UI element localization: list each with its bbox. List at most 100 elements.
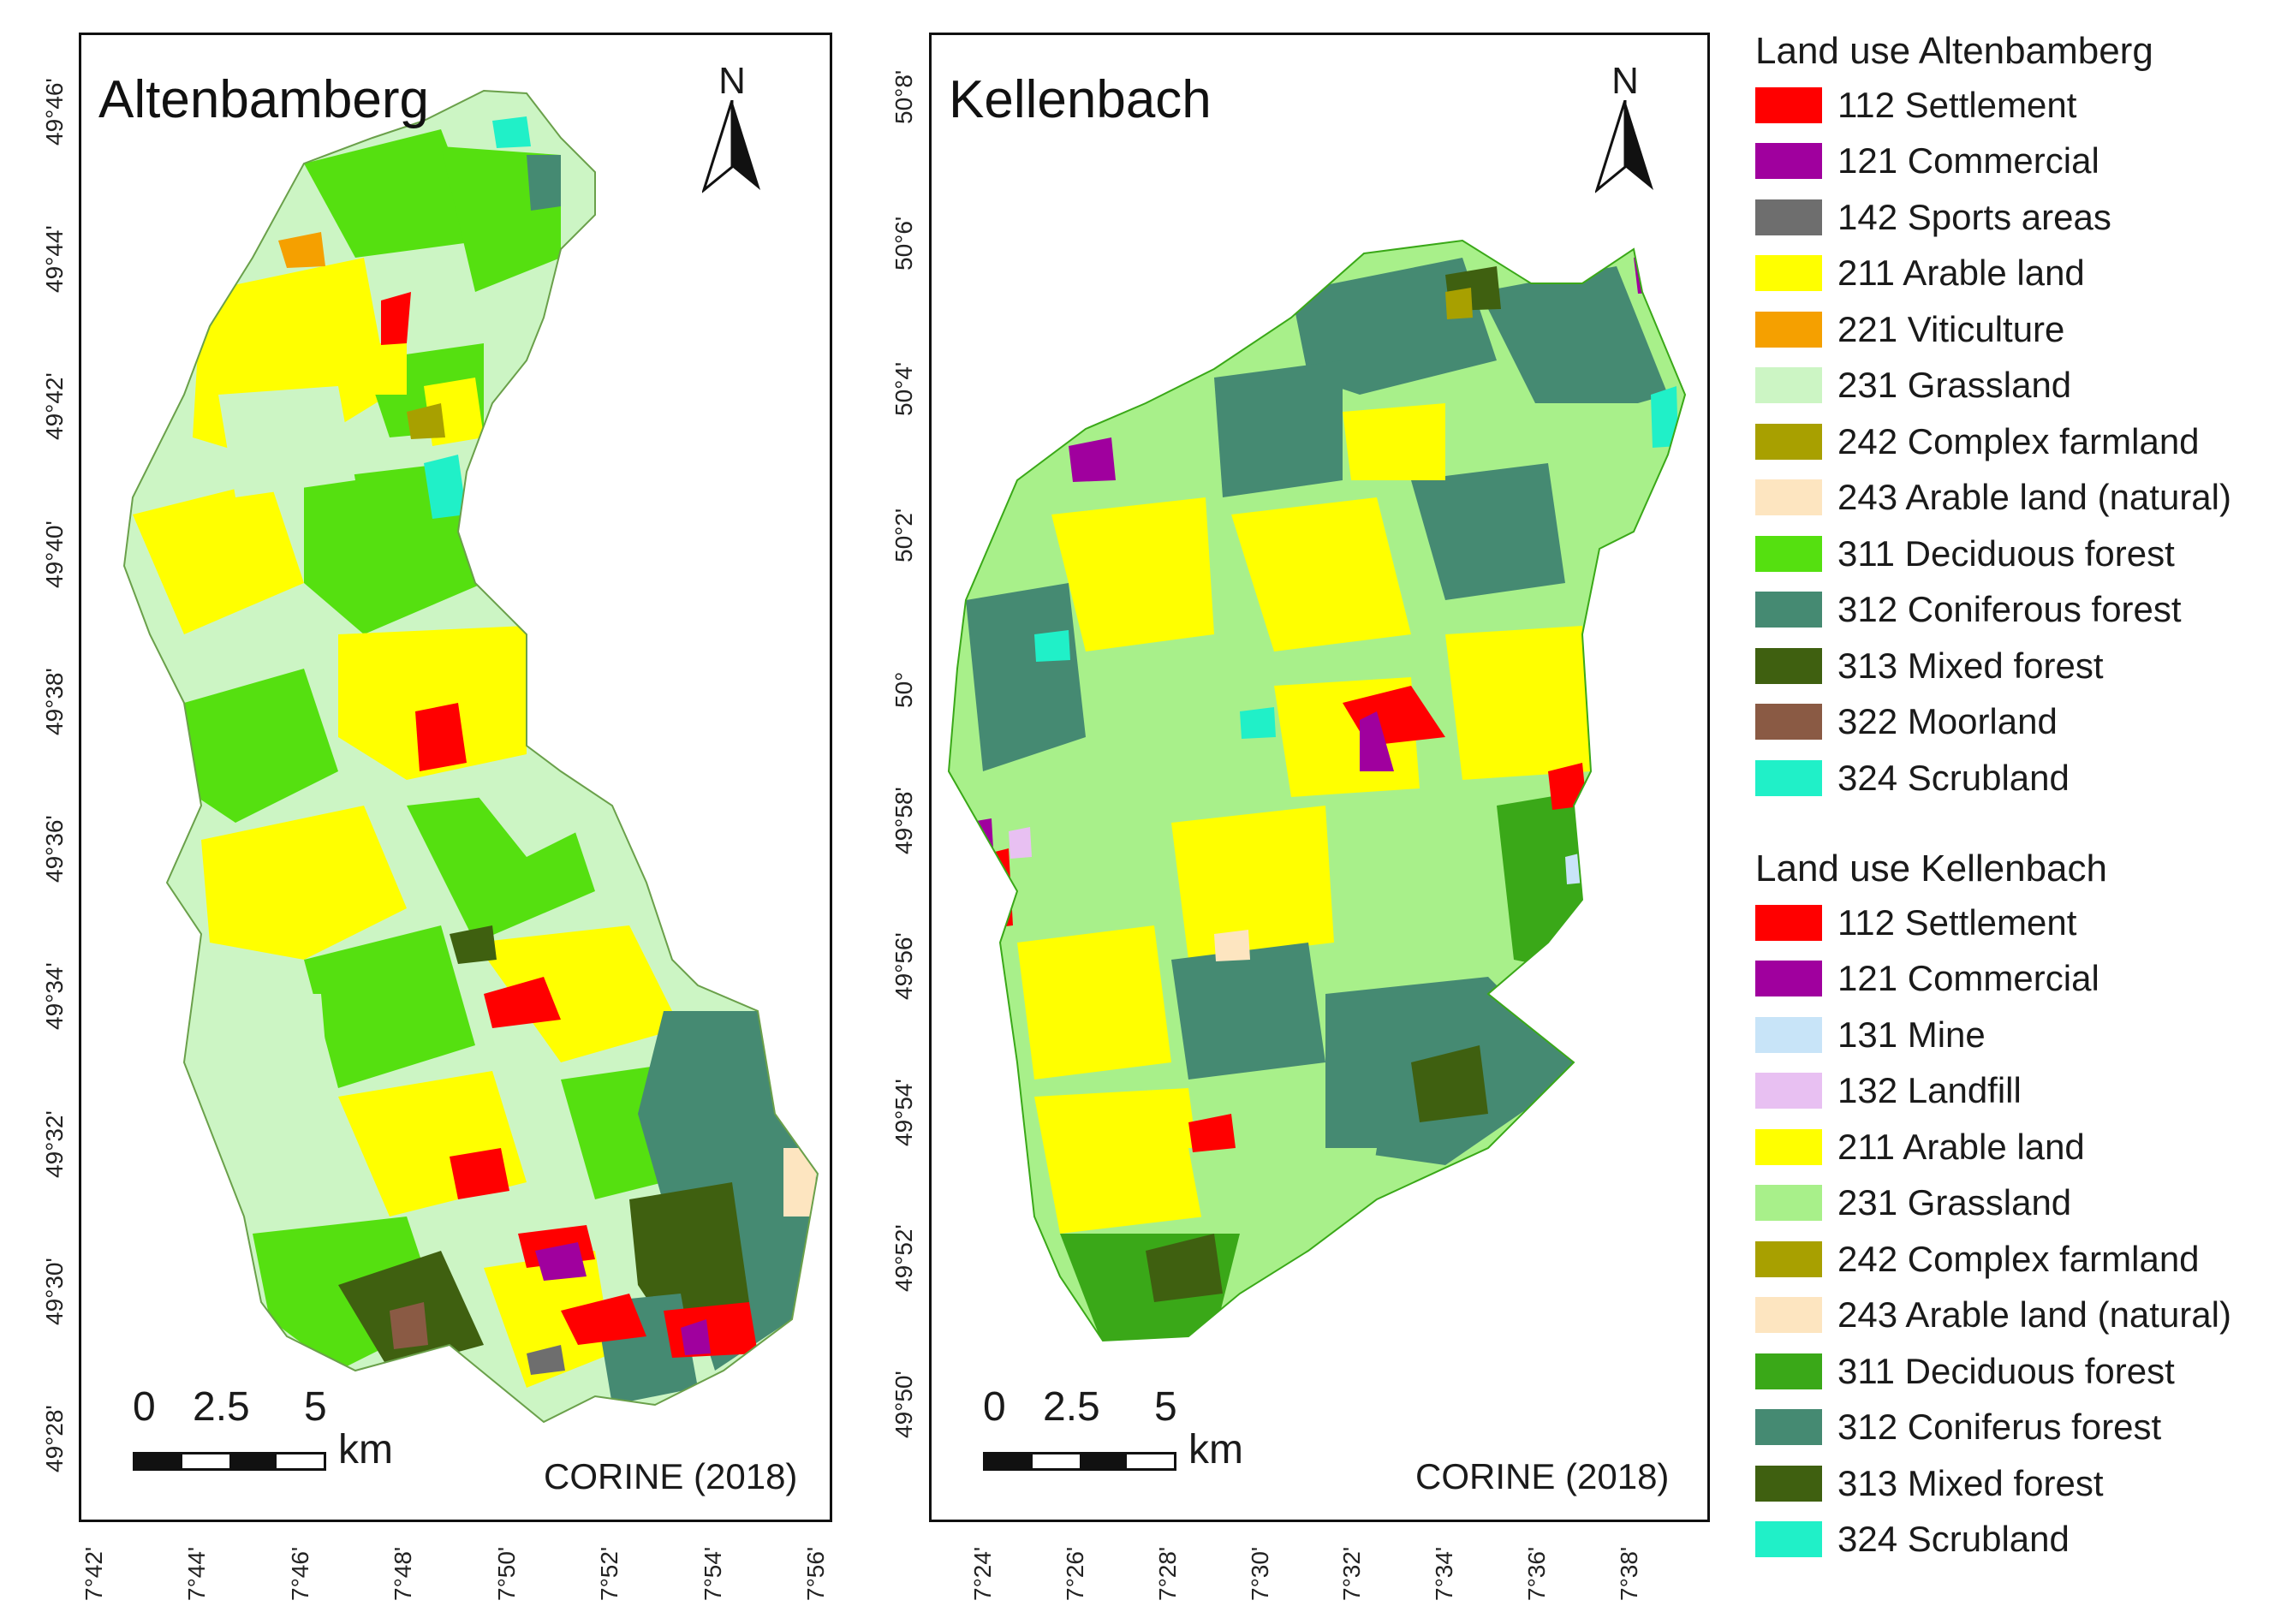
longitude-tick-label: 7°34' (1431, 1546, 1458, 1601)
latitude-tick-label: 49°42' (41, 372, 68, 441)
legend-item: 121 Commercial (1755, 134, 2286, 190)
legend-item: 242 Complex farmland (1755, 1231, 2286, 1288)
longitude-tick-label: 7°24' (969, 1546, 996, 1601)
legend-swatch (1755, 423, 1822, 460)
legend-swatch (1755, 311, 1822, 348)
legend-item: 324 Scrubland (1755, 750, 2286, 806)
kellenbach-title: Kellenbach (949, 70, 1212, 129)
scale-unit: km (1188, 1427, 1243, 1472)
latitude-tick-label: 49°32' (41, 1109, 68, 1178)
legend-item: 132 Landfill (1755, 1063, 2286, 1120)
legend-label: 243 Arable land (natural) (1837, 477, 2231, 518)
longitude-tick-label: 7°36' (1523, 1546, 1551, 1601)
legend-label: 121 Commercial (1837, 958, 2099, 999)
legend-item: 211 Arable land (1755, 1119, 2286, 1175)
scale-label-0: 0 (983, 1384, 1006, 1430)
latitude-tick-label: 49°36' (41, 815, 68, 883)
legend-label: 131 Mine (1837, 1014, 1986, 1055)
latitude-tick-label: 50°8' (890, 69, 917, 124)
latitude-tick-label: 49°50' (890, 1371, 917, 1438)
legend-swatch (1755, 1128, 1822, 1165)
legend-item: 112 Settlement (1755, 895, 2286, 951)
legend-altenbamberg: Land use Altenbamberg 112 Settlement 121 … (1755, 26, 2286, 806)
latitude-tick-label: 49°38' (41, 668, 68, 735)
legend-label: 312 Coniferous forest (1837, 589, 2182, 630)
longitude-tick-label: 7°48' (390, 1546, 417, 1601)
longitude-tick-label: 7°26' (1061, 1546, 1088, 1601)
altenbamberg-title: Altenbamberg (98, 70, 430, 129)
legend-swatch (1755, 1240, 1822, 1277)
kellenbach-map: Kellenbach N 0 2.5 5 km CORINE (2018) (929, 33, 1710, 1522)
legend-item: 243 Arable land (natural) (1755, 470, 2286, 526)
latitude-tick-label: 49°44' (41, 225, 68, 294)
latitude-tick-label: 50°2' (890, 508, 917, 562)
legend-label: 324 Scrubland (1837, 757, 2070, 798)
scale-bar-graphic (133, 1452, 326, 1471)
legend-swatch (1755, 1521, 1822, 1558)
legend-item: 242 Complex farmland (1755, 413, 2286, 470)
latitude-tick-label: 49°30' (41, 1257, 68, 1325)
longitude-tick-label: 7°50' (492, 1546, 520, 1601)
scale-bar-graphic (983, 1452, 1176, 1471)
legend-item: 211 Arable land (1755, 246, 2286, 302)
latitude-tick-label: 49°56' (890, 932, 917, 1001)
longitude-tick-label: 7°32' (1338, 1546, 1366, 1601)
legend-swatch (1755, 1185, 1822, 1222)
legend-item: 312 Coniferous forest (1755, 582, 2286, 639)
data-source-altenbamberg: CORINE (2018) (544, 1456, 798, 1496)
legend-label: 112 Settlement (1837, 84, 2077, 125)
legend-title: Land use Altenbamberg (1755, 30, 2153, 72)
longitude-tick-label: 7°52' (596, 1546, 623, 1601)
scale-label-5: 5 (1154, 1384, 1177, 1430)
longitude-tick-label: 7°30' (1246, 1546, 1273, 1601)
north-arrow-kellenbach: N (1591, 62, 1659, 194)
legend-swatch (1755, 592, 1822, 628)
latitude-tick-label: 49°54' (890, 1079, 917, 1146)
legend-swatch (1755, 1073, 1822, 1109)
altenbamberg-land-use-area (123, 90, 819, 1423)
altenbamberg-map: Altenbamberg N 0 2.5 5 km CORINE (2018) (79, 33, 832, 1522)
kellenbach-land-use-area (948, 240, 1686, 1341)
latitude-tick-label: 49°58' (890, 786, 917, 854)
north-arrow-altenbamberg: N (698, 62, 766, 194)
legend-label: 121 Commercial (1837, 140, 2099, 181)
legend-title: Land use Kellenbach (1755, 848, 2107, 889)
legend-swatch (1755, 1297, 1822, 1334)
scale-bar-kellenbach: 0 2.5 5 km (983, 1383, 1257, 1478)
legend-label: 132 Landfill (1837, 1070, 2022, 1111)
legend-swatch (1755, 904, 1822, 941)
latitude-tick-label: 49°34' (41, 962, 68, 1031)
longitude-tick-label: 7°54' (699, 1546, 726, 1601)
latitude-tick-label: 49°46' (41, 78, 68, 146)
legend-label: 211 Arable land (1837, 253, 2085, 294)
legend-item: 312 Coniferus forest (1755, 1400, 2286, 1456)
legend-item: 231 Grassland (1755, 358, 2286, 414)
legend-label: 313 Mixed forest (1837, 645, 2104, 686)
legend-label: 221 Viticulture (1837, 308, 2065, 349)
legend-item: 313 Mixed forest (1755, 638, 2286, 694)
north-label: N (1611, 60, 1639, 102)
legend-item: 322 Moorland (1755, 694, 2286, 751)
legend-label: 322 Moorland (1837, 701, 2058, 742)
legend-item: 231 Grassland (1755, 1175, 2286, 1232)
legend-swatch (1755, 1353, 1822, 1389)
scale-label-5: 5 (304, 1384, 327, 1430)
scale-label-0: 0 (133, 1384, 156, 1430)
legend-swatch (1755, 86, 1822, 123)
legend-swatch (1755, 535, 1822, 572)
scale-label-2-5: 2.5 (1043, 1384, 1100, 1430)
legend-swatch (1755, 255, 1822, 292)
legend-swatch (1755, 704, 1822, 741)
legend-label: 112 Settlement (1837, 901, 2077, 943)
legend-label: 313 Mixed forest (1837, 1462, 2104, 1503)
longitude-tick-label: 7°42' (80, 1546, 107, 1601)
legend-label: 312 Coniferus forest (1837, 1407, 2162, 1448)
legend-label: 243 Arable land (natural) (1837, 1294, 2231, 1335)
latitude-tick-label: 50°4' (890, 361, 917, 417)
legend-swatch (1755, 961, 1822, 997)
scale-label-2-5: 2.5 (193, 1384, 250, 1430)
latitude-tick-label: 49°52' (890, 1224, 917, 1293)
longitude-tick-label: 7°44' (183, 1546, 211, 1601)
legend-item: 313 Mixed forest (1755, 1455, 2286, 1512)
north-arrow-icon (1595, 100, 1653, 193)
